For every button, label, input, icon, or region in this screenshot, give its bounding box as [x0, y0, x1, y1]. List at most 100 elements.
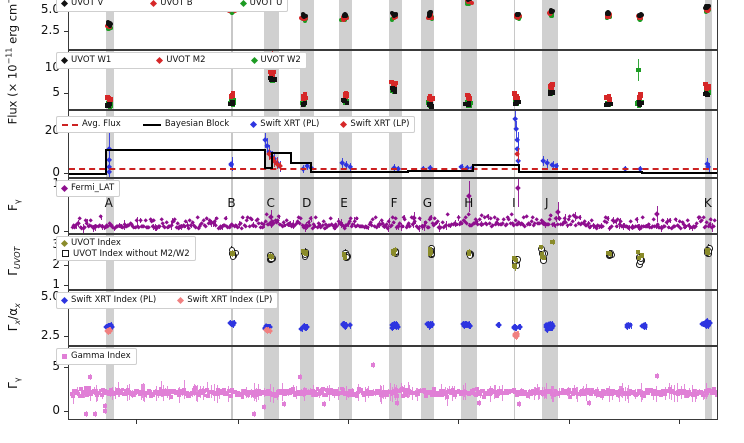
open-square-marker-icon	[62, 250, 69, 257]
legend-p7: Gamma Index	[56, 348, 137, 365]
panel-p7	[68, 346, 718, 420]
shaded-band-F	[389, 291, 401, 345]
data-point	[549, 83, 553, 87]
data-point	[342, 98, 346, 102]
ytick-label: 2.5	[41, 329, 60, 341]
data-point	[636, 68, 641, 73]
data-point	[215, 217, 220, 222]
bayesian-block-riser	[472, 164, 474, 172]
shaded-band-D	[300, 0, 314, 49]
legend-label: Fermi_LAT	[71, 184, 114, 193]
shaded-band-G	[421, 291, 434, 345]
data-point	[270, 255, 274, 259]
data-point	[391, 250, 395, 254]
legend-p4: Fermi_LAT	[56, 180, 120, 197]
diamond-marker-icon	[61, 0, 68, 7]
data-point	[640, 215, 645, 220]
data-point	[301, 102, 305, 106]
data-point	[587, 401, 591, 405]
data-point	[282, 402, 286, 406]
data-point	[88, 218, 93, 223]
legend-label: UVOT Index	[71, 239, 121, 248]
data-point	[98, 215, 103, 220]
shaded-band-H	[461, 0, 477, 49]
data-point	[515, 186, 520, 191]
dashed-line-icon	[62, 124, 78, 126]
bayesian-block-segment	[105, 149, 264, 151]
legend-item: Swift XRT (LP)	[341, 120, 409, 129]
data-point	[84, 412, 88, 416]
legend-label: UVOT U	[250, 0, 283, 8]
data-point	[428, 247, 432, 251]
legend-label: UVOT W2	[261, 56, 301, 65]
legend-label: Avg. Flux	[82, 120, 121, 129]
data-point	[555, 209, 560, 214]
data-point	[107, 103, 111, 107]
data-point	[77, 216, 82, 221]
data-point	[640, 253, 644, 257]
diamond-marker-icon	[250, 57, 257, 64]
data-point	[550, 240, 555, 245]
legend-label: UVOT B	[160, 0, 192, 8]
data-point	[707, 85, 711, 89]
data-point	[524, 214, 529, 219]
data-point	[496, 217, 501, 222]
tick-mark	[64, 93, 68, 94]
data-point	[577, 215, 582, 220]
error-bar	[717, 388, 718, 402]
data-point	[143, 218, 148, 223]
data-point	[304, 250, 308, 254]
diamond-marker-icon	[250, 121, 257, 128]
shaded-band-E	[339, 235, 352, 289]
data-point	[634, 218, 639, 223]
data-point	[169, 395, 173, 399]
shaded-band-E	[339, 0, 352, 49]
diamond-marker-icon	[61, 240, 68, 247]
shaded-band-E	[339, 291, 352, 345]
data-point	[513, 264, 518, 269]
legend-label: Gamma Index	[71, 352, 131, 361]
data-point	[328, 217, 333, 222]
tick-mark	[64, 173, 68, 174]
shaded-band-G	[421, 0, 434, 49]
data-point	[539, 245, 543, 249]
data-point	[466, 103, 470, 107]
data-point	[705, 250, 709, 254]
legend-label: Bayesian Block	[165, 120, 229, 129]
data-point	[513, 257, 517, 261]
legend-label: Swift XRT Index (PL)	[71, 296, 156, 305]
data-point	[206, 394, 210, 398]
shaded-band-H	[461, 291, 477, 345]
bayesian-block-riser	[641, 171, 643, 174]
bayesian-block-segment	[69, 173, 105, 175]
shaded-band-G	[421, 235, 434, 289]
data-point	[715, 393, 718, 397]
data-point	[651, 217, 656, 222]
legend-p6: Swift XRT Index (PL)Swift XRT Index (LP)	[56, 292, 278, 309]
legend-p1: UVOT V UVOT B UVOT U	[56, 0, 288, 12]
flare-label-J: J	[545, 196, 549, 210]
bayesian-block-riser	[271, 152, 273, 169]
legend-item: Swift XRT (PL)	[251, 120, 319, 129]
tick-mark	[64, 231, 68, 232]
shaded-band-J	[542, 291, 558, 345]
solid-line-icon	[143, 124, 161, 126]
legend-label: UVOT V	[71, 0, 103, 8]
data-point	[466, 95, 470, 99]
legend-item: Fermi_LAT	[62, 184, 114, 193]
data-point	[445, 212, 450, 217]
bayesian-block-segment	[407, 170, 472, 172]
data-point	[230, 100, 234, 104]
diamond-marker-icon	[150, 0, 157, 7]
legend-label: UVOT Index without M2/W2	[73, 250, 190, 259]
bayesian-block-riser	[290, 152, 292, 164]
flare-label-G: G	[423, 196, 432, 210]
data-point	[540, 255, 544, 259]
data-point	[427, 102, 431, 106]
ytick-label: 0	[52, 224, 60, 236]
data-point	[93, 412, 97, 416]
bayesian-block-segment	[472, 164, 518, 166]
diamond-marker-icon	[61, 57, 68, 64]
